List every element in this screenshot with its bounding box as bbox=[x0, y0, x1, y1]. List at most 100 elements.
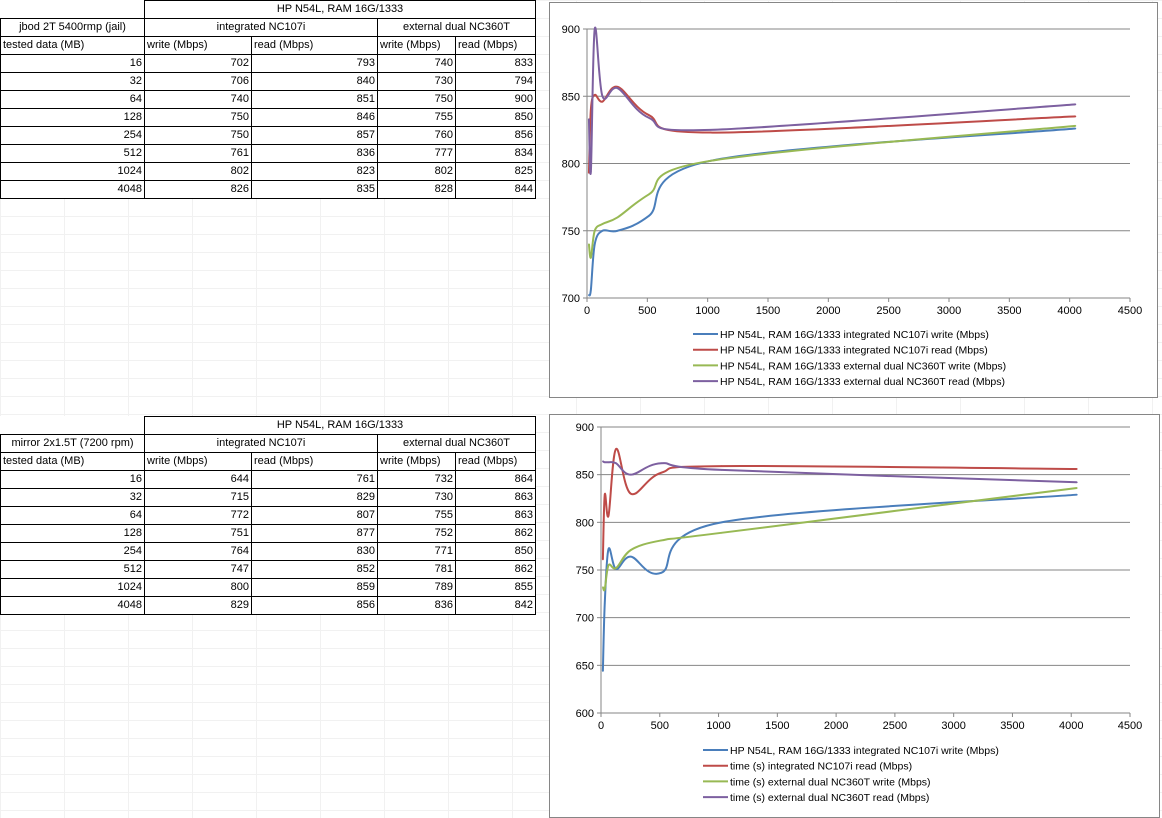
data-cell[interactable]: 751 bbox=[144, 524, 252, 543]
data-cell[interactable]: 755 bbox=[377, 108, 456, 127]
data-point[interactable] bbox=[647, 193, 650, 196]
data-point[interactable] bbox=[590, 256, 592, 259]
data-point[interactable] bbox=[588, 294, 590, 297]
data-point[interactable] bbox=[601, 223, 604, 225]
data-cell[interactable]: 900 bbox=[455, 90, 536, 109]
data-point[interactable] bbox=[615, 462, 617, 465]
data-cell[interactable]: 828 bbox=[377, 180, 456, 199]
data-cell[interactable]: 846 bbox=[251, 108, 378, 127]
data-cell[interactable]: 844 bbox=[455, 180, 536, 199]
data-point[interactable] bbox=[720, 469, 723, 471]
data-cell[interactable]: 777 bbox=[377, 144, 456, 163]
sub-header-cell[interactable]: integrated NC107i bbox=[144, 18, 378, 37]
data-cell[interactable]: 807 bbox=[251, 506, 378, 525]
data-cell[interactable]: 512 bbox=[0, 560, 145, 579]
series-line-2[interactable] bbox=[587, 124, 1076, 259]
data-point[interactable] bbox=[660, 572, 662, 574]
data-cell[interactable]: 859 bbox=[251, 578, 378, 597]
data-point[interactable] bbox=[593, 28, 596, 30]
data-point[interactable] bbox=[630, 492, 632, 495]
data-cell[interactable]: 793 bbox=[251, 54, 378, 73]
data-cell[interactable]: 863 bbox=[455, 488, 536, 507]
data-cell[interactable]: 836 bbox=[251, 144, 378, 163]
data-cell[interactable]: 644 bbox=[144, 470, 252, 489]
sub-header-cell[interactable]: external dual NC360T bbox=[377, 434, 536, 453]
data-point[interactable] bbox=[1074, 115, 1077, 118]
data-cell[interactable]: 750 bbox=[377, 90, 456, 109]
data-cell[interactable]: 1024 bbox=[0, 162, 145, 181]
empty-cell[interactable] bbox=[0, 416, 145, 435]
row-label-header-cell[interactable]: tested data (MB) bbox=[0, 452, 145, 471]
data-cell[interactable]: 794 bbox=[455, 72, 536, 91]
column-header-cell[interactable]: write (Mbps) bbox=[377, 36, 456, 55]
data-point[interactable] bbox=[709, 160, 712, 162]
data-cell[interactable]: 761 bbox=[251, 470, 378, 489]
data-point[interactable] bbox=[660, 462, 662, 465]
data-point[interactable] bbox=[601, 229, 604, 232]
data-cell[interactable]: 826 bbox=[144, 180, 252, 199]
data-cell[interactable]: 740 bbox=[377, 54, 456, 73]
series-line-2[interactable] bbox=[601, 487, 1077, 592]
data-cell[interactable]: 750 bbox=[144, 126, 252, 145]
data-cell[interactable]: 755 bbox=[377, 506, 456, 525]
data-cell[interactable]: 829 bbox=[144, 596, 252, 615]
data-cell[interactable]: 851 bbox=[251, 90, 378, 109]
data-point[interactable] bbox=[601, 95, 604, 98]
data-cell[interactable]: 32 bbox=[0, 488, 145, 507]
data-point[interactable] bbox=[616, 87, 619, 89]
data-cell[interactable]: 836 bbox=[377, 596, 456, 615]
data-point[interactable] bbox=[1076, 493, 1078, 496]
data-cell[interactable]: 863 bbox=[455, 506, 536, 525]
data-point[interactable] bbox=[1076, 487, 1078, 489]
series-line-3[interactable] bbox=[602, 460, 1077, 484]
series-line-0[interactable] bbox=[587, 127, 1076, 297]
data-point[interactable] bbox=[616, 229, 619, 232]
data-cell[interactable]: 730 bbox=[377, 72, 456, 91]
data-cell[interactable]: 128 bbox=[0, 524, 145, 543]
data-point[interactable] bbox=[1076, 468, 1078, 470]
data-cell[interactable]: 128 bbox=[0, 108, 145, 127]
data-point[interactable] bbox=[607, 564, 610, 567]
data-cell[interactable]: 4048 bbox=[0, 180, 145, 199]
data-cell[interactable]: 862 bbox=[455, 524, 536, 543]
data-point[interactable] bbox=[615, 448, 617, 450]
data-point[interactable] bbox=[647, 116, 650, 119]
data-point[interactable] bbox=[602, 670, 604, 672]
data-cell[interactable]: 772 bbox=[144, 506, 252, 525]
data-point[interactable] bbox=[607, 548, 610, 550]
data-point[interactable] bbox=[630, 549, 632, 551]
sub-header-cell[interactable]: integrated NC107i bbox=[144, 434, 378, 453]
data-cell[interactable]: 850 bbox=[455, 108, 536, 127]
data-point[interactable] bbox=[593, 243, 596, 245]
data-cell[interactable]: 842 bbox=[455, 596, 536, 615]
data-cell[interactable]: 800 bbox=[144, 578, 252, 597]
series-line-1[interactable] bbox=[587, 85, 1076, 173]
data-cell[interactable]: 864 bbox=[455, 470, 536, 489]
data-point[interactable] bbox=[660, 471, 662, 474]
data-point[interactable] bbox=[1074, 127, 1077, 130]
data-cell[interactable]: 857 bbox=[251, 126, 378, 145]
data-cell[interactable]: 761 bbox=[144, 144, 252, 163]
data-cell[interactable]: 1024 bbox=[0, 578, 145, 597]
data-cell[interactable]: 850 bbox=[455, 542, 536, 561]
data-point[interactable] bbox=[615, 567, 617, 569]
data-cell[interactable]: 747 bbox=[144, 560, 252, 579]
data-cell[interactable]: 752 bbox=[377, 524, 456, 543]
data-cell[interactable]: 825 bbox=[455, 162, 536, 181]
column-header-cell[interactable]: write (Mbps) bbox=[144, 452, 252, 471]
data-point[interactable] bbox=[588, 118, 590, 120]
data-cell[interactable]: 829 bbox=[251, 488, 378, 507]
data-point[interactable] bbox=[709, 129, 712, 131]
data-point[interactable] bbox=[647, 114, 650, 116]
data-point[interactable] bbox=[1074, 125, 1077, 127]
data-point[interactable] bbox=[630, 473, 632, 476]
column-header-cell[interactable]: read (Mbps) bbox=[251, 36, 378, 55]
data-point[interactable] bbox=[709, 131, 712, 134]
data-cell[interactable]: 855 bbox=[455, 578, 536, 597]
data-point[interactable] bbox=[603, 588, 606, 590]
data-cell[interactable]: 835 bbox=[251, 180, 378, 199]
data-cell[interactable]: 702 bbox=[144, 54, 252, 73]
empty-cell[interactable] bbox=[0, 0, 145, 19]
mirror-chart[interactable]: 600 650 700 750 800 850 900 0 500 1000 1500 2000 250… bbox=[549, 414, 1160, 818]
data-cell[interactable]: 856 bbox=[455, 126, 536, 145]
